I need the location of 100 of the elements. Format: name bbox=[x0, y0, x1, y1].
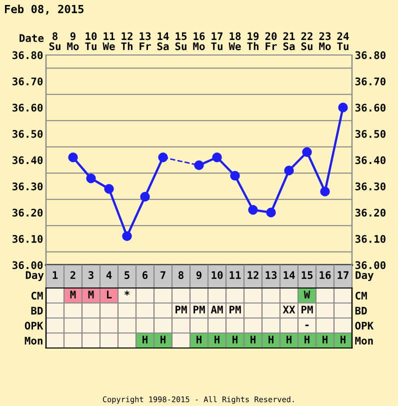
text: * bbox=[124, 290, 130, 296]
point bbox=[140, 192, 150, 202]
y2-tick-label: OPK bbox=[355, 322, 374, 330]
point bbox=[104, 184, 114, 194]
x-tick-label: 8 bbox=[178, 271, 184, 280]
point bbox=[248, 205, 258, 215]
text: W bbox=[304, 290, 310, 298]
x-tick-label: 3 bbox=[88, 271, 94, 280]
text: Day bbox=[356, 271, 374, 282]
y2-tick-label: 36.40 bbox=[355, 156, 386, 164]
y-tick-label: 36.10 bbox=[12, 234, 43, 243]
y2-tick-label: 36.80 bbox=[355, 51, 386, 60]
y2-tick-label: CM bbox=[356, 292, 367, 300]
point bbox=[68, 152, 78, 162]
text: AM bbox=[210, 306, 223, 314]
y-tick-label: 36.30 bbox=[12, 182, 43, 190]
x-tick-label: 16 bbox=[320, 271, 331, 280]
y-tick-label: OPK bbox=[24, 322, 44, 330]
x-tick-label: 2 bbox=[70, 271, 76, 279]
y2-tick-label: BD bbox=[355, 306, 367, 314]
x-tick-label: 9 bbox=[196, 271, 202, 280]
point bbox=[302, 147, 312, 157]
x-tick-label: 11 We bbox=[102, 32, 115, 50]
chart-title: Feb 08, 2015 bbox=[4, 4, 84, 15]
point bbox=[320, 186, 330, 196]
x-tick-label: 22 Su bbox=[301, 32, 312, 50]
text: PM bbox=[302, 306, 313, 314]
x-tick-label: 12 bbox=[248, 271, 258, 279]
text: H bbox=[268, 336, 274, 344]
x-tick-label: 10 bbox=[212, 271, 223, 280]
x-axis-title: Date bbox=[20, 34, 44, 42]
x-tick-label: 6 bbox=[142, 271, 148, 280]
text: PM bbox=[230, 306, 241, 314]
point bbox=[212, 152, 222, 162]
x-tick-label: 23 Mo bbox=[319, 32, 331, 50]
text: L bbox=[107, 290, 112, 298]
point bbox=[338, 102, 348, 112]
text: H bbox=[286, 336, 292, 344]
y-tick-label: 36.20 bbox=[12, 208, 43, 217]
y-tick-label: 36.80 bbox=[12, 51, 43, 60]
y-tick-label: 36.50 bbox=[12, 130, 43, 138]
text: M bbox=[70, 290, 76, 298]
y2-tick-label: 36.10 bbox=[355, 234, 386, 243]
text: H bbox=[304, 336, 310, 344]
text: M bbox=[88, 290, 94, 298]
y-tick-label: Mon bbox=[24, 336, 42, 345]
point bbox=[86, 174, 96, 184]
text: - bbox=[305, 324, 309, 326]
text: H bbox=[322, 336, 328, 344]
text: PM bbox=[176, 306, 187, 314]
y2-tick-label: 36.50 bbox=[355, 130, 386, 138]
point bbox=[284, 166, 294, 176]
y-tick-label: 36.40 bbox=[12, 156, 43, 164]
x-tick-label: 13 Fr bbox=[140, 32, 151, 50]
y-tick-label: 36.00 bbox=[12, 261, 43, 270]
x-tick-label: 14 Sa bbox=[157, 32, 169, 50]
y-tick-label: 36.60 bbox=[12, 104, 43, 112]
x-tick-label: 11 bbox=[230, 271, 241, 279]
text: PM bbox=[194, 306, 205, 314]
y2-tick-label: 36.20 bbox=[355, 208, 386, 217]
y-tick-label: BD bbox=[31, 306, 43, 314]
x-tick-label: 17 bbox=[338, 271, 348, 279]
point bbox=[230, 170, 240, 181]
x-tick-label: 7 bbox=[160, 271, 166, 279]
x-tick-label: 5 bbox=[124, 271, 130, 280]
x-tick-label: 8 Su bbox=[49, 32, 60, 50]
x-tick-label: 13 bbox=[266, 271, 277, 280]
y-tick-label: 36.70 bbox=[12, 77, 43, 86]
y2-tick-label: 36.30 bbox=[355, 182, 386, 190]
text: H bbox=[160, 336, 166, 344]
x-tick-label: 15 Su bbox=[175, 32, 187, 50]
point bbox=[266, 208, 276, 218]
text: H bbox=[250, 336, 256, 344]
x-tick-label: 18 We bbox=[228, 32, 241, 50]
y2-tick-label: 36.70 bbox=[355, 77, 386, 86]
y2-tick-label: Mon bbox=[355, 336, 373, 345]
text: H bbox=[142, 336, 148, 344]
text: H bbox=[232, 336, 238, 344]
x-tick-label: 17 Tu bbox=[211, 32, 222, 50]
x-tick-label: 24 Tu bbox=[337, 32, 349, 50]
x-tick-label: 16 Mo bbox=[193, 32, 205, 50]
x-axis-title: Day bbox=[26, 271, 44, 282]
text: H bbox=[340, 336, 346, 344]
x-tick-label: 9 Mo bbox=[67, 32, 79, 50]
x-tick-label: 20 Fr bbox=[265, 32, 277, 50]
text: H bbox=[214, 336, 220, 344]
y2-tick-label: 36.60 bbox=[355, 104, 386, 112]
x-tick-label: 10 Tu bbox=[85, 32, 97, 50]
x-tick-label: 4 bbox=[106, 271, 112, 279]
text: XX bbox=[282, 306, 296, 314]
x-tick-label: 19 Th bbox=[247, 32, 259, 50]
x-tick-label: 21 Sa bbox=[283, 32, 295, 50]
x-tick-label: 12 Th bbox=[121, 32, 132, 50]
x-tick-label: 14 bbox=[284, 271, 295, 279]
x-tick-label: 1 bbox=[52, 271, 58, 279]
point bbox=[122, 231, 132, 241]
y2-tick-label: 36.00 bbox=[355, 261, 386, 270]
text: H bbox=[196, 336, 202, 344]
y-tick-label: CM bbox=[31, 292, 43, 300]
x-tick-label: 15 bbox=[302, 271, 313, 280]
